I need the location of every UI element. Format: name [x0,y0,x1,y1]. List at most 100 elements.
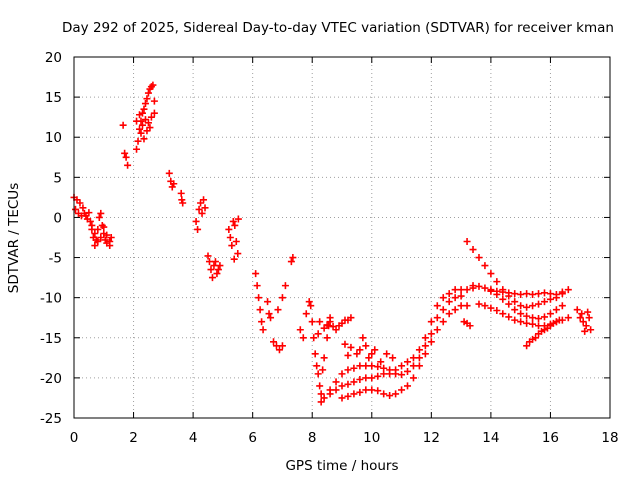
data-point [558,288,566,296]
data-point [463,302,471,310]
data-point [350,390,358,398]
series-s12 [341,334,397,366]
data-point [143,95,151,103]
data-point [216,262,224,270]
data-point [144,89,152,97]
data-point [457,302,465,310]
data-point [332,386,340,394]
data-point [584,308,592,316]
series-s11 [338,302,471,402]
data-point [555,316,563,324]
data-point [313,362,321,370]
y-tick-labels: -25 -20 -15 -10 -5 0 5 10 15 20 [40,50,62,427]
data-point [368,350,376,358]
y-tick-label: 5 [53,170,62,186]
y-tick-label: -20 [40,371,62,387]
data-point [475,282,483,290]
y-axis-label: SDTVAR / TECUs [6,183,22,293]
data-point [231,221,239,229]
data-point [362,374,370,382]
data-point [578,310,586,318]
data-point [344,366,352,374]
data-point [564,286,572,294]
data-point [344,351,352,359]
y-tick-label: 15 [45,90,62,106]
data-point [226,234,234,241]
data-point [362,342,370,350]
grid-lines [74,57,610,418]
axis-ticks [73,56,611,419]
data-point [386,392,394,400]
data-point [255,294,263,302]
data-point [529,302,537,310]
data-point [136,111,144,119]
data-point [275,346,283,354]
data-point [505,289,513,297]
data-point [91,242,99,250]
data-point [481,302,489,310]
data-point [535,315,543,323]
data-point [523,342,531,350]
data-point [83,215,91,223]
data-point [383,350,391,358]
data-point [511,290,519,298]
data-point [228,242,236,250]
data-point [409,362,417,370]
data-point [177,189,185,197]
series-s7 [252,254,297,354]
data-point [178,196,186,204]
data-point [214,266,222,274]
x-tick-label: 14 [482,430,499,446]
data-point [281,282,289,290]
data-point [71,205,79,213]
data-point [141,100,149,108]
data-point [409,374,417,382]
data-point [77,212,85,220]
data-point [201,204,209,212]
data-point [511,316,519,324]
data-point [121,149,129,157]
data-point [168,183,176,191]
data-point [368,374,376,382]
data-point [134,137,142,145]
data-point [392,390,400,398]
data-point [146,124,154,132]
data-point [347,343,355,351]
data-point [211,258,219,266]
data-point [287,258,295,266]
data-point [576,314,584,322]
data-point [362,362,370,370]
data-point [344,380,352,388]
data-point [466,322,474,330]
data-point [463,286,471,294]
data-point [232,238,240,246]
data-point [179,199,187,207]
data-point [445,298,453,306]
data-point [200,196,208,204]
data-point [380,390,388,398]
data-point [409,354,417,362]
data-point [445,290,453,298]
data-point [229,217,237,225]
data-point [481,262,489,270]
data-point [265,310,273,318]
data-point [362,386,370,394]
data-point [270,338,278,346]
data-point [225,225,233,233]
series-s16 [475,300,572,330]
data-point [368,362,376,370]
data-point [137,129,145,137]
data-point [546,290,554,298]
data-point [552,290,560,298]
data-point [85,209,93,217]
data-point [421,350,429,358]
data-point [398,386,406,394]
data-point [107,234,115,241]
data-point [338,394,346,402]
chart-title: Day 292 of 2025, Sidereal Day-to-day VTE… [62,20,614,36]
data-point [124,161,132,169]
data-point [103,231,111,239]
plot-frame [73,56,611,419]
data-point [344,392,352,400]
